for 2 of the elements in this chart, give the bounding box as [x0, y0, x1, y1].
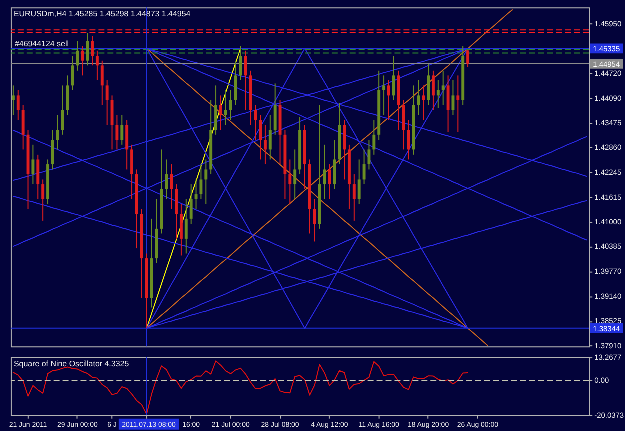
ref-line-label: #46944124 sell [14, 40, 70, 49]
chart-title: Square of Nine Oscillator 4.3325 [14, 360, 130, 369]
